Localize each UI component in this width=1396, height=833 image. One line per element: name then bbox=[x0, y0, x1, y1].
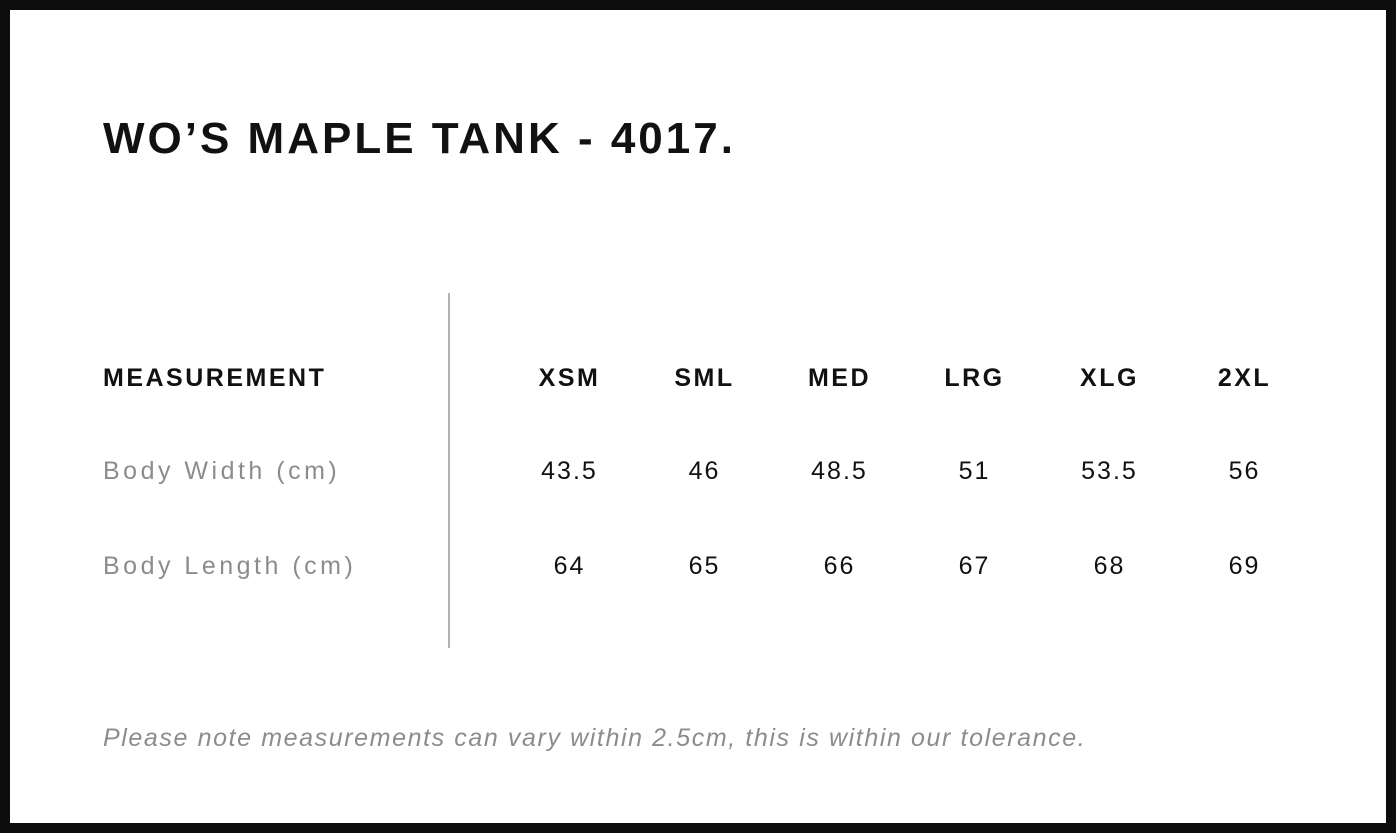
page-title: WO’S MAPLE TANK - 4017. bbox=[103, 114, 736, 163]
table-cell: 51 bbox=[958, 456, 991, 485]
table-cell: 43.5 bbox=[541, 456, 598, 485]
table-header-row: MEASUREMENT XSM SML MED LRG XLG 2XL bbox=[103, 361, 1312, 395]
column-header-sml: SML bbox=[674, 363, 735, 392]
table-cell: 64 bbox=[553, 551, 586, 580]
table-cell: 69 bbox=[1228, 551, 1261, 580]
table-cell: 53.5 bbox=[1081, 456, 1138, 485]
column-header-med: MED bbox=[807, 363, 872, 392]
column-header-xsm: XSM bbox=[538, 363, 601, 392]
table-row-body-length: Body Length (cm) 64 65 66 67 68 69 bbox=[103, 549, 1312, 583]
body-width-cells: 43.5 46 48.5 51 53.5 56 bbox=[502, 457, 1312, 486]
row-label-body-length: Body Length (cm) bbox=[103, 551, 357, 580]
table-cell: 66 bbox=[823, 551, 856, 580]
vertical-divider bbox=[448, 293, 450, 648]
body-length-cells: 64 65 66 67 68 69 bbox=[502, 552, 1312, 581]
column-header-measurement: MEASUREMENT bbox=[103, 363, 327, 392]
table-cell: 56 bbox=[1228, 456, 1261, 485]
column-header-lrg: LRG bbox=[944, 363, 1005, 392]
size-header-cells: XSM SML MED LRG XLG 2XL bbox=[502, 364, 1312, 393]
column-header-xlg: XLG bbox=[1080, 363, 1139, 392]
table-cell: 65 bbox=[688, 551, 721, 580]
table-cell: 46 bbox=[688, 456, 721, 485]
table-cell: 48.5 bbox=[811, 456, 868, 485]
tolerance-note: Please note measurements can vary within… bbox=[103, 724, 1087, 752]
row-label-body-width: Body Width (cm) bbox=[103, 456, 341, 485]
table-cell: 67 bbox=[958, 551, 991, 580]
table-row-body-width: Body Width (cm) 43.5 46 48.5 51 53.5 56 bbox=[103, 454, 1312, 488]
column-header-2xl: 2XL bbox=[1217, 363, 1272, 392]
table-cell: 68 bbox=[1093, 551, 1126, 580]
